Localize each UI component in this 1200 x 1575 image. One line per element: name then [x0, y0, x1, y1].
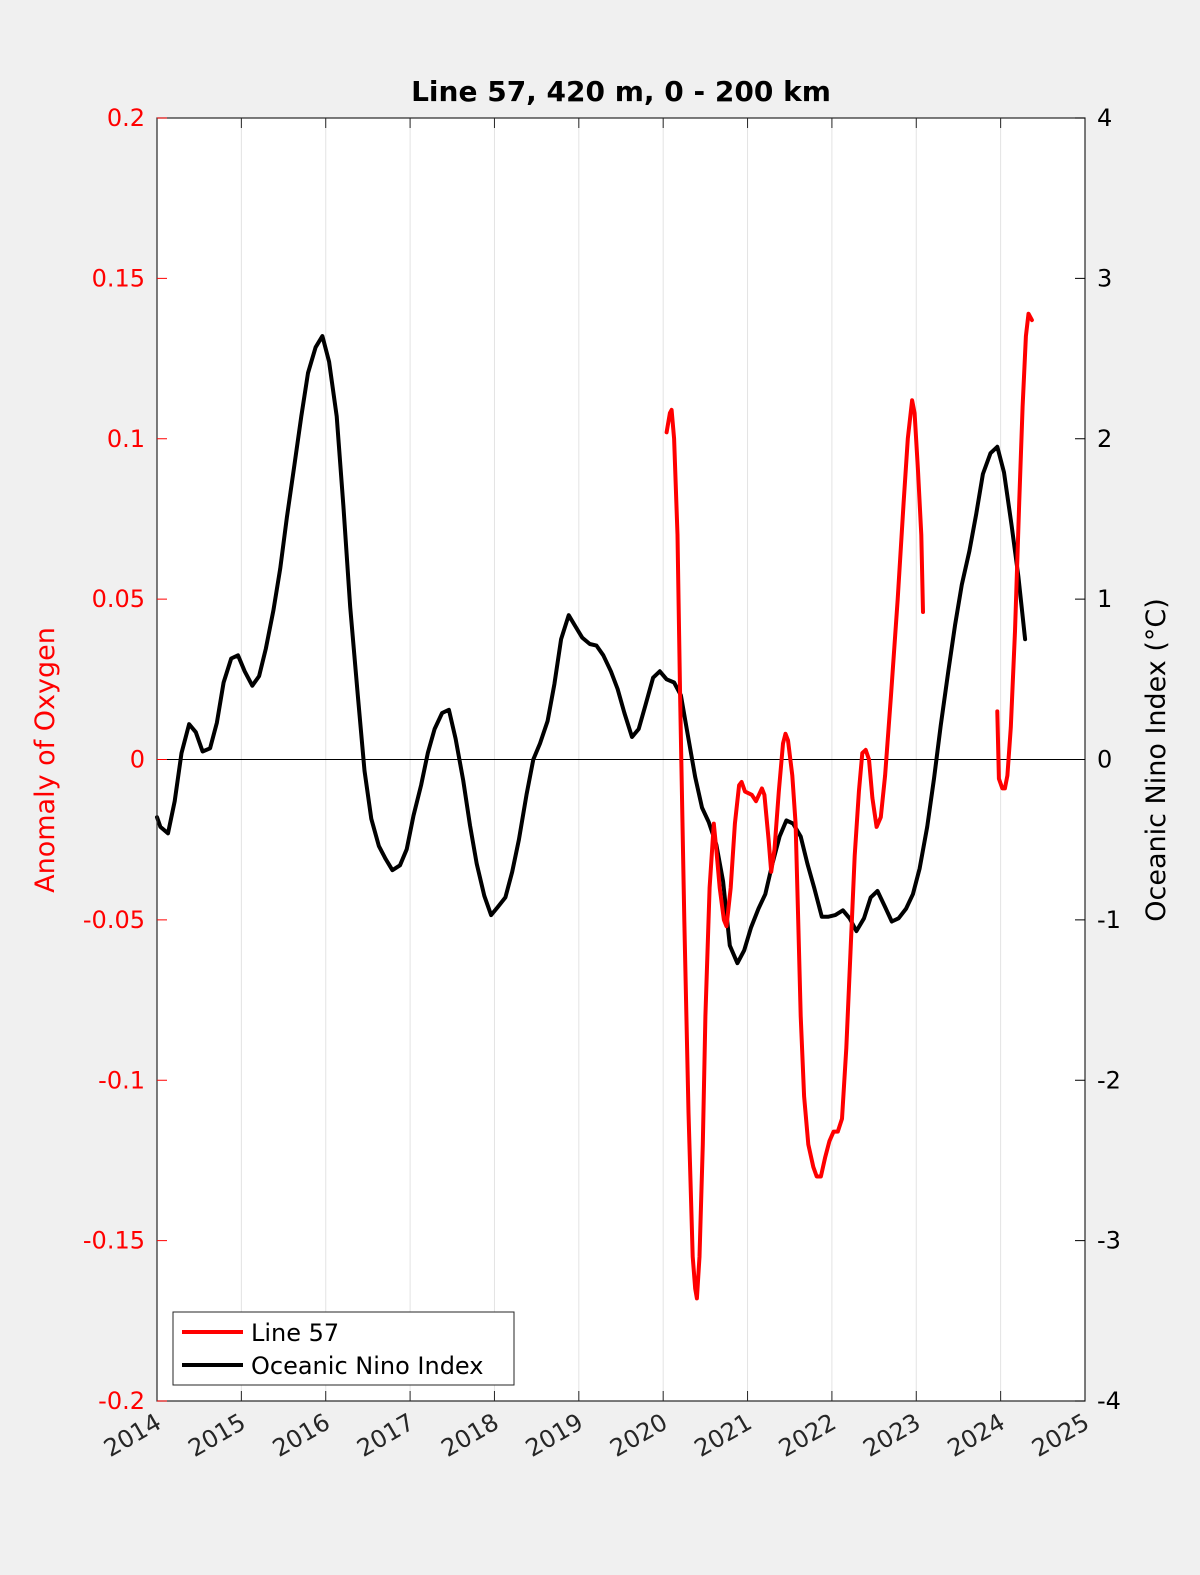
series-line-line57 [995, 311, 1034, 791]
x-tick-label: 2021 [690, 1408, 757, 1463]
y-left-tick-label: 0.15 [92, 264, 145, 292]
y-left-tick-label: 0 [130, 746, 145, 774]
y-right-tick-label: 1 [1097, 585, 1112, 613]
y-left-tick-label: 0.05 [92, 585, 145, 613]
x-tick-label: 2024 [943, 1408, 1010, 1463]
x-tick-label: 2022 [774, 1408, 841, 1463]
x-tick-label: 2019 [521, 1408, 588, 1463]
y-right-tick-label: 3 [1097, 264, 1112, 292]
series-line-line57 [664, 398, 925, 1301]
x-tick-label: 2025 [1027, 1408, 1094, 1463]
y-axis-right-title: Oceanic Nino Index (°C) [1141, 598, 1172, 922]
y-right-tick-label: -4 [1097, 1387, 1121, 1415]
y-left-tick-label: 0.1 [107, 425, 145, 453]
y-right-tick-label: -1 [1097, 906, 1121, 934]
x-tick-label: 2017 [352, 1408, 419, 1463]
y-left-tick-label: -0.1 [98, 1066, 145, 1094]
series-line-oceanic-nino-index [155, 334, 1028, 966]
legend-label-oni: Oceanic Nino Index [251, 1352, 483, 1380]
x-tick-label: 2015 [183, 1408, 250, 1463]
x-tick-label: 2018 [437, 1408, 504, 1463]
legend-box [172, 1311, 515, 1386]
y-right-tick-label: 2 [1097, 425, 1112, 453]
y-left-tick-label: -0.05 [83, 906, 145, 934]
chart-title: Line 57, 420 m, 0 - 200 km [411, 75, 831, 108]
legend-label-line57: Line 57 [251, 1319, 339, 1347]
y-right-tick-label: -2 [1097, 1066, 1121, 1094]
x-tick-label: 2016 [268, 1408, 335, 1463]
x-tick-label: 2023 [858, 1408, 925, 1463]
y-left-tick-label: 0.2 [107, 104, 145, 132]
y-left-tick-label: -0.15 [83, 1227, 145, 1255]
y-right-tick-label: 4 [1097, 104, 1112, 132]
y-right-tick-label: 0 [1097, 746, 1112, 774]
series-layer [155, 311, 1034, 1301]
y-left-tick-label: -0.2 [98, 1387, 145, 1415]
x-tick-label: 2014 [99, 1408, 166, 1463]
y-right-tick-label: -3 [1097, 1227, 1121, 1255]
y-axis-left-title: Anomaly of Oxygen [30, 627, 61, 893]
x-tick-label: 2020 [605, 1408, 672, 1463]
legend: Line 57 Oceanic Nino Index [172, 1311, 515, 1386]
